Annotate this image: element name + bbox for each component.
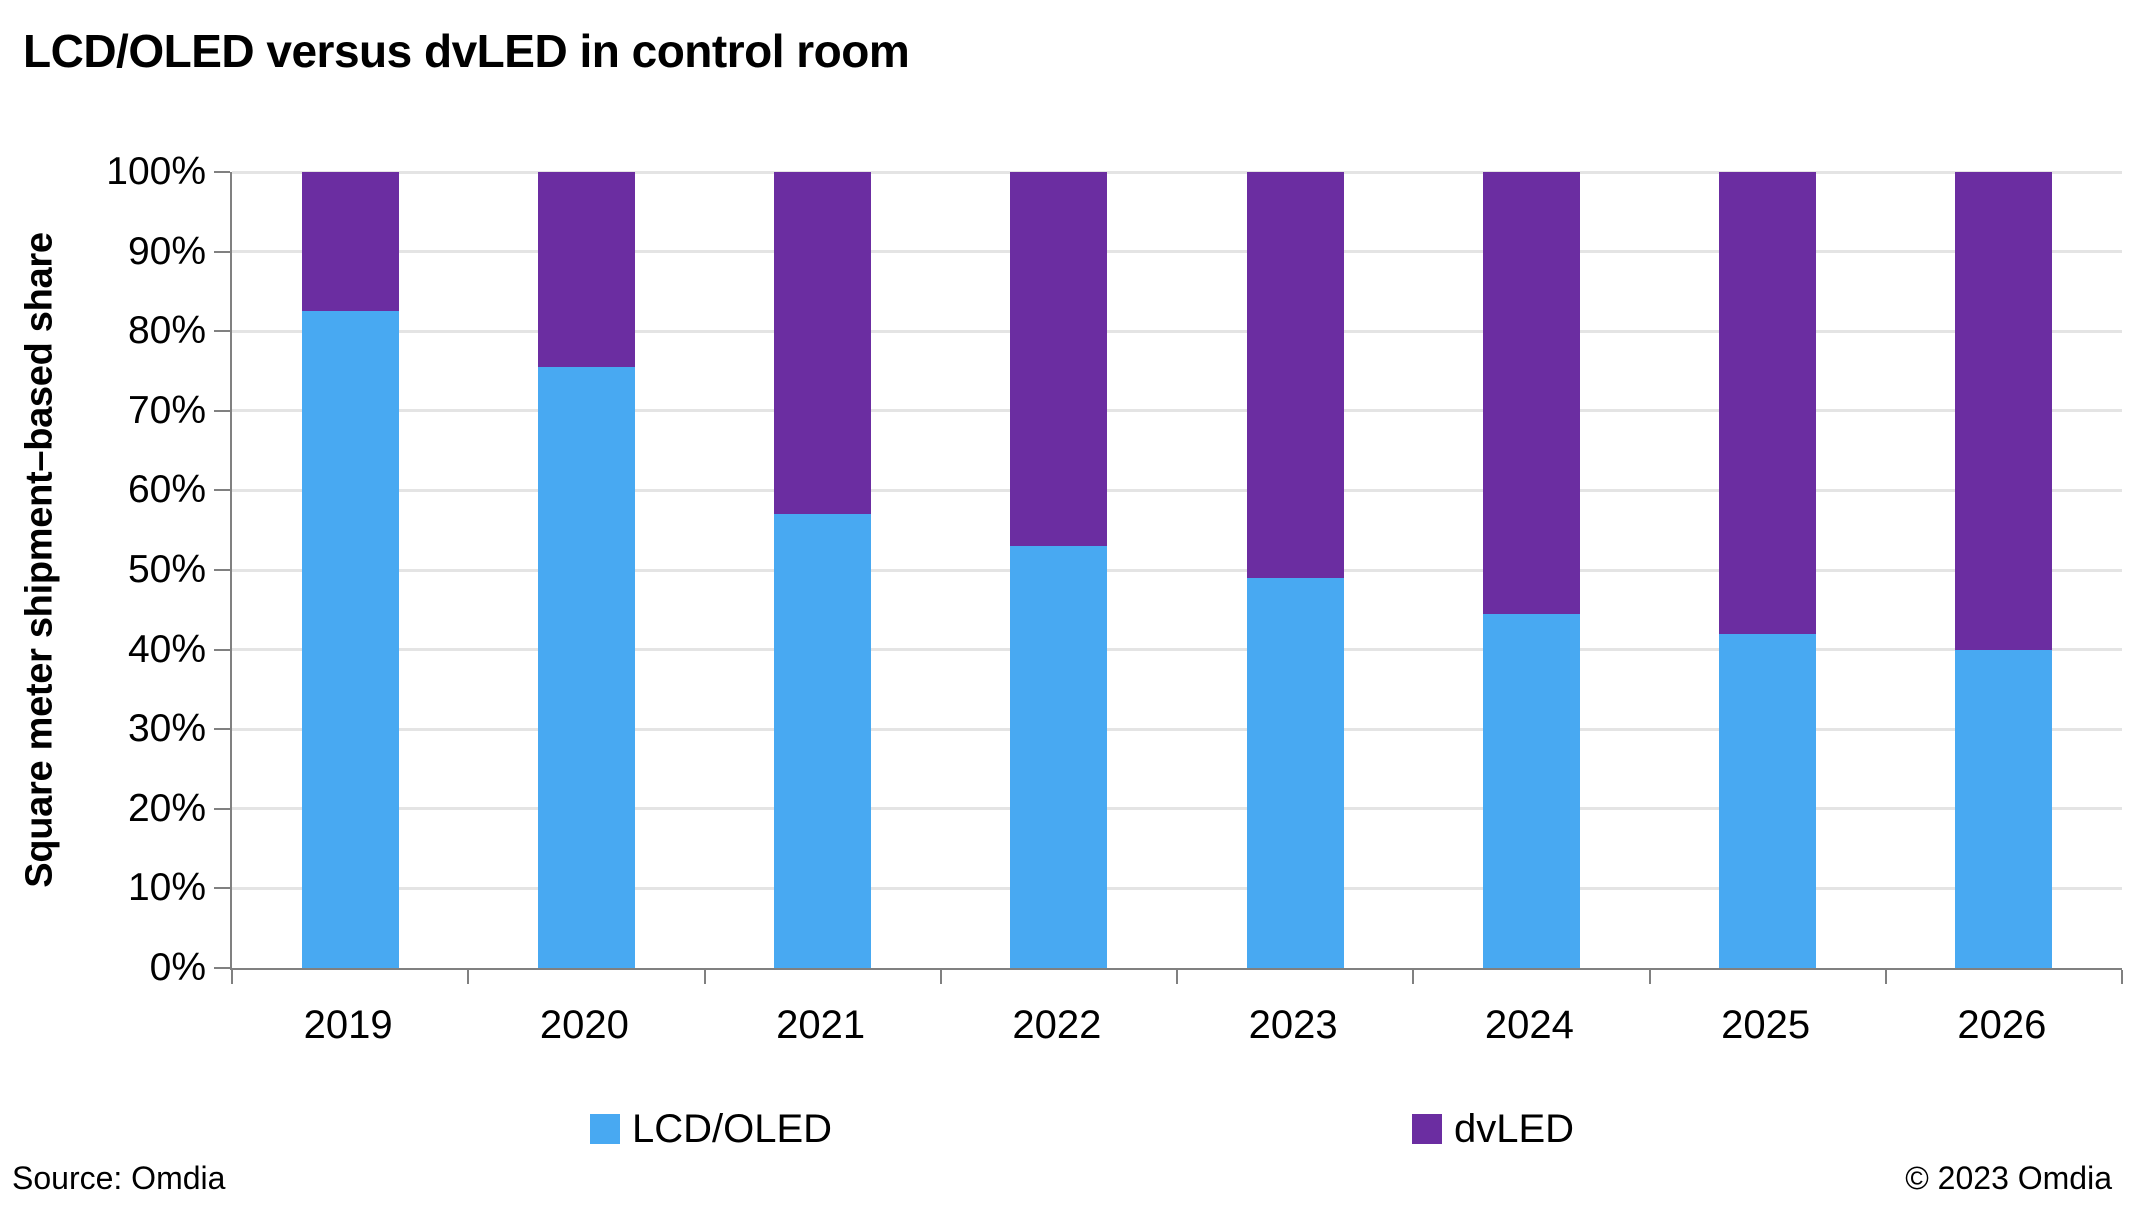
- gridline: [232, 807, 2122, 811]
- gridline: [232, 170, 2122, 174]
- y-tick-mark: [214, 330, 230, 333]
- bar-segment-dvled-2021: [774, 172, 872, 515]
- gridline: [232, 568, 2122, 572]
- plot-area: [214, 170, 2123, 984]
- x-tick-mark: [467, 970, 470, 984]
- bar-segment-dvled-2024: [1482, 172, 1580, 614]
- bar-segment-dvled-2022: [1010, 172, 1108, 547]
- y-axis-title: Square meter shipment–based share: [18, 232, 61, 888]
- x-tick-mark: [1884, 970, 1887, 984]
- y-axis-label: 0%: [149, 946, 206, 989]
- bar-segment-dvled-2023: [1246, 172, 1344, 578]
- legend-label: LCD/OLED: [632, 1107, 833, 1151]
- gridline: [232, 648, 2122, 652]
- gridline: [232, 409, 2122, 413]
- bar-segment-dvled-2019: [301, 172, 399, 312]
- y-tick-mark: [214, 250, 230, 253]
- copyright-note: © 2023 Omdia: [1905, 1160, 2112, 1196]
- bar-segment-lcd-oled-2020: [537, 367, 635, 968]
- legend-swatch-icon: [590, 1114, 620, 1144]
- y-tick-mark: [214, 569, 230, 571]
- x-axis-label: 2025: [1721, 1003, 1811, 1047]
- y-axis-label: 100%: [106, 150, 206, 193]
- chart-title: LCD/OLED versus dvLED in control room: [23, 25, 910, 77]
- x-tick-mark: [939, 970, 942, 984]
- bar-segment-lcd-oled-2019: [301, 311, 399, 968]
- x-tick-mark: [2121, 970, 2123, 984]
- x-axis-label: 2023: [1248, 1003, 1338, 1047]
- x-tick-mark: [1648, 970, 1651, 984]
- y-tick-mark: [214, 887, 230, 890]
- gridline: [232, 886, 2122, 890]
- bar-segment-lcd-oled-2022: [1010, 546, 1108, 968]
- gridline: [232, 329, 2122, 333]
- y-tick-mark: [214, 728, 230, 731]
- x-axis-label: 2020: [539, 1003, 629, 1047]
- legend-label: dvLED: [1454, 1107, 1575, 1151]
- x-axis-label: 2021: [776, 1003, 866, 1047]
- y-tick-mark: [214, 171, 230, 173]
- bar-segment-lcd-oled-2021: [774, 514, 872, 968]
- y-tick-mark: [214, 807, 230, 810]
- legend-item: dvLED: [1412, 1106, 1574, 1152]
- y-tick-mark: [214, 489, 230, 492]
- bar-segment-lcd-oled-2026: [1955, 649, 2053, 968]
- x-tick-mark: [703, 970, 706, 984]
- y-tick-mark: [214, 648, 230, 651]
- bar-segment-dvled-2020: [537, 172, 635, 368]
- source-note: Source: Omdia: [12, 1160, 226, 1196]
- legend-swatch-icon: [1412, 1114, 1442, 1144]
- x-tick-mark: [231, 970, 233, 984]
- y-tick-mark: [214, 967, 230, 969]
- y-tick-mark: [214, 409, 230, 412]
- x-axis-label: 2019: [303, 1003, 393, 1047]
- x-axis-label: 2024: [1484, 1003, 1574, 1047]
- legend-item: LCD/OLED: [590, 1106, 832, 1152]
- bar-segment-dvled-2026: [1955, 172, 2053, 650]
- gridline: [232, 727, 2122, 731]
- x-tick-mark: [1412, 970, 1415, 984]
- gridline: [232, 488, 2122, 492]
- bar-segment-lcd-oled-2024: [1482, 613, 1580, 968]
- gridline: [232, 250, 2122, 254]
- x-tick-mark: [1176, 970, 1178, 984]
- x-axis-label: 2026: [1957, 1003, 2047, 1047]
- bar-segment-dvled-2025: [1719, 172, 1817, 634]
- bar-segment-lcd-oled-2025: [1719, 633, 1817, 968]
- x-axis-label: 2022: [1012, 1003, 1102, 1047]
- bar-segment-lcd-oled-2023: [1246, 577, 1344, 968]
